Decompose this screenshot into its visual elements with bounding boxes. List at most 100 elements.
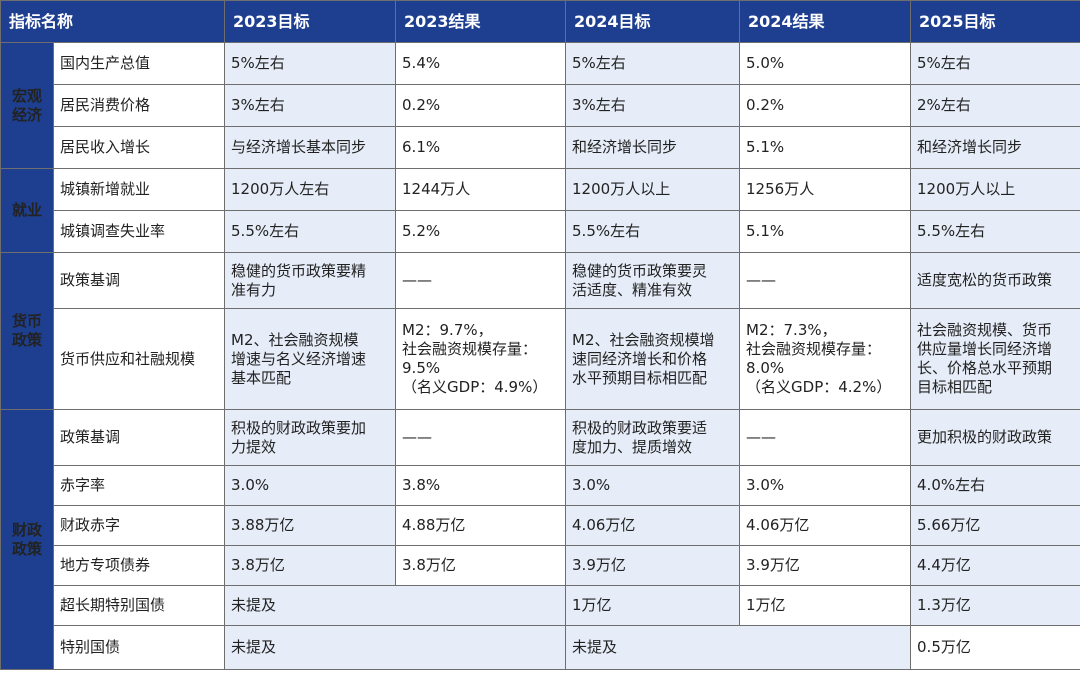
cell-2024-target: 1万亿 — [565, 585, 741, 626]
cell-2023-target: 稳健的货币政策要精 准有力 — [224, 252, 397, 309]
cell-2024-target-merged: 未提及 — [565, 625, 912, 670]
category-fiscal-policy: 财政 政策 — [0, 409, 54, 670]
category-macro-economy: 宏观 经济 — [0, 42, 54, 169]
cell-2023-result: 5.2% — [395, 210, 567, 253]
cell-2023-result: 0.2% — [395, 84, 567, 127]
cell-2023-target: 3.88万亿 — [224, 505, 397, 546]
cell-2024-target: 1200万人以上 — [565, 168, 741, 211]
header-indicator-name: 指标名称 — [0, 0, 226, 43]
cell-2024-result: 0.2% — [739, 84, 912, 127]
table-row: 赤字率 3.0% 3.8% 3.0% 3.0% 4.0%左右 — [1, 465, 1080, 506]
cell-2024-result: —— — [739, 409, 912, 466]
cell-2025-target: 2%左右 — [910, 84, 1080, 127]
header-row: 指标名称 2023目标 2023结果 2024目标 2024结果 2025目标 — [0, 0, 1080, 43]
row-label: 居民收入增长 — [52, 126, 226, 169]
table-row: 就业 城镇新增就业 1200万人左右 1244万人 1200万人以上 1256万… — [0, 168, 1080, 253]
cell-2024-target: 和经济增长同步 — [565, 126, 741, 169]
cell-2025-target: 4.0%左右 — [910, 465, 1080, 506]
table-row: 超长期特别国债 未提及 1万亿 1万亿 1.3万亿 — [1, 585, 1080, 626]
row-label: 城镇新增就业 — [52, 168, 226, 211]
cell-2025-target: 1.3万亿 — [910, 585, 1080, 626]
table-row: 货币供应和社融规模 M2、社会融资规模 增速与名义经济增速 基本匹配 M2：9.… — [1, 308, 1080, 410]
cell-2024-result: 1万亿 — [739, 585, 912, 626]
cell-2024-target: 5.5%左右 — [565, 210, 741, 253]
cell-2024-target: 4.06万亿 — [565, 505, 741, 546]
row-label: 特别国债 — [52, 625, 226, 670]
cell-2025-target: 5.66万亿 — [910, 505, 1080, 546]
row-label: 国内生产总值 — [52, 42, 226, 85]
row-label: 政策基调 — [52, 409, 226, 466]
cell-2024-result: M2：7.3%， 社会融资规模存量： 8.0% （名义GDP：4.2%） — [739, 308, 912, 410]
table-row: 宏观 经济 国内生产总值 5%左右 5.4% 5%左右 5.0% 5%左右 — [0, 42, 1080, 169]
category-employment: 就业 — [0, 168, 54, 253]
cell-2023-result: 1244万人 — [395, 168, 567, 211]
table-row: 特别国债 未提及 未提及 0.5万亿 — [1, 625, 1080, 670]
row-label: 政策基调 — [52, 252, 226, 309]
cell-2024-target: 稳健的货币政策要灵 活适度、精准有效 — [565, 252, 741, 309]
cell-2023-target: 5%左右 — [224, 42, 397, 85]
row-label: 居民消费价格 — [52, 84, 226, 127]
cell-2023-result: 4.88万亿 — [395, 505, 567, 546]
cell-2024-result: 3.9万亿 — [739, 545, 912, 586]
header-2023-target: 2023目标 — [224, 0, 397, 43]
cell-2025-target: 0.5万亿 — [910, 625, 1080, 670]
cell-2024-target: 积极的财政政策要适 度加力、提质增效 — [565, 409, 741, 466]
cell-2023-result: 3.8% — [395, 465, 567, 506]
table-row: 城镇调查失业率 5.5%左右 5.2% 5.5%左右 5.1% 5.5%左右 — [1, 210, 1080, 253]
category-monetary-policy: 货币 政策 — [0, 252, 54, 410]
cell-2023-target-merged: 未提及 — [224, 625, 567, 670]
cell-2024-result: 5.1% — [739, 210, 912, 253]
cell-2024-result: 5.1% — [739, 126, 912, 169]
cell-2024-result: 1256万人 — [739, 168, 912, 211]
cell-2025-target: 1200万人以上 — [910, 168, 1080, 211]
cell-2023-target: 3%左右 — [224, 84, 397, 127]
cell-2025-target: 和经济增长同步 — [910, 126, 1080, 169]
cell-2024-result: 5.0% — [739, 42, 912, 85]
header-2024-result: 2024结果 — [739, 0, 912, 43]
header-2023-result: 2023结果 — [395, 0, 567, 43]
cell-2023-target: 3.0% — [224, 465, 397, 506]
cell-2025-target: 适度宽松的货币政策 — [910, 252, 1080, 309]
header-2024-target: 2024目标 — [565, 0, 741, 43]
cell-2024-result: 4.06万亿 — [739, 505, 912, 546]
table-row: 居民收入增长 与经济增长基本同步 6.1% 和经济增长同步 5.1% 和经济增长… — [1, 126, 1080, 169]
row-label: 城镇调查失业率 — [52, 210, 226, 253]
row-label: 地方专项债券 — [52, 545, 226, 586]
cell-2024-target: M2、社会融资规模增 速同经济增长和价格 水平预期目标相匹配 — [565, 308, 741, 410]
cell-2023-result: 6.1% — [395, 126, 567, 169]
table-row: 财政 政策 政策基调 积极的财政政策要加 力提效 —— 积极的财政政策要适 度加… — [0, 409, 1080, 670]
cell-2023-result: —— — [395, 409, 567, 466]
table-row: 财政赤字 3.88万亿 4.88万亿 4.06万亿 4.06万亿 5.66万亿 — [1, 505, 1080, 546]
table-row: 居民消费价格 3%左右 0.2% 3%左右 0.2% 2%左右 — [1, 84, 1080, 127]
cell-2023-target: 与经济增长基本同步 — [224, 126, 397, 169]
cell-2025-target: 5.5%左右 — [910, 210, 1080, 253]
cell-2023-target: M2、社会融资规模 增速与名义经济增速 基本匹配 — [224, 308, 397, 410]
cell-2023-result: 5.4% — [395, 42, 567, 85]
cell-2025-target: 社会融资规模、货币 供应量增长同经济增 长、价格总水平预期 目标相匹配 — [910, 308, 1080, 410]
cell-2024-target: 3.9万亿 — [565, 545, 741, 586]
cell-2025-target: 4.4万亿 — [910, 545, 1080, 586]
table-row: 地方专项债券 3.8万亿 3.8万亿 3.9万亿 3.9万亿 4.4万亿 — [1, 545, 1080, 586]
table-row: 货币 政策 政策基调 稳健的货币政策要精 准有力 —— 稳健的货币政策要灵 活适… — [0, 252, 1080, 410]
cell-2023-result: 3.8万亿 — [395, 545, 567, 586]
header-2025-target: 2025目标 — [910, 0, 1080, 43]
cell-2023-target: 1200万人左右 — [224, 168, 397, 211]
row-label: 货币供应和社融规模 — [52, 308, 226, 410]
row-label: 赤字率 — [52, 465, 226, 506]
cell-2025-target: 更加积极的财政政策 — [910, 409, 1080, 466]
row-label: 超长期特别国债 — [52, 585, 226, 626]
cell-2024-target: 3.0% — [565, 465, 741, 506]
cell-2023-result: —— — [395, 252, 567, 309]
cell-2024-target: 3%左右 — [565, 84, 741, 127]
cell-2024-target: 5%左右 — [565, 42, 741, 85]
cell-2024-result: —— — [739, 252, 912, 309]
cell-2025-target: 5%左右 — [910, 42, 1080, 85]
cell-2023-result: M2：9.7%， 社会融资规模存量： 9.5% （名义GDP：4.9%） — [395, 308, 567, 410]
row-label: 财政赤字 — [52, 505, 226, 546]
cell-2023-target: 积极的财政政策要加 力提效 — [224, 409, 397, 466]
cell-2023-target: 3.8万亿 — [224, 545, 397, 586]
cell-2023-target-merged: 未提及 — [224, 585, 567, 626]
cell-2023-target: 5.5%左右 — [224, 210, 397, 253]
cell-2024-result: 3.0% — [739, 465, 912, 506]
